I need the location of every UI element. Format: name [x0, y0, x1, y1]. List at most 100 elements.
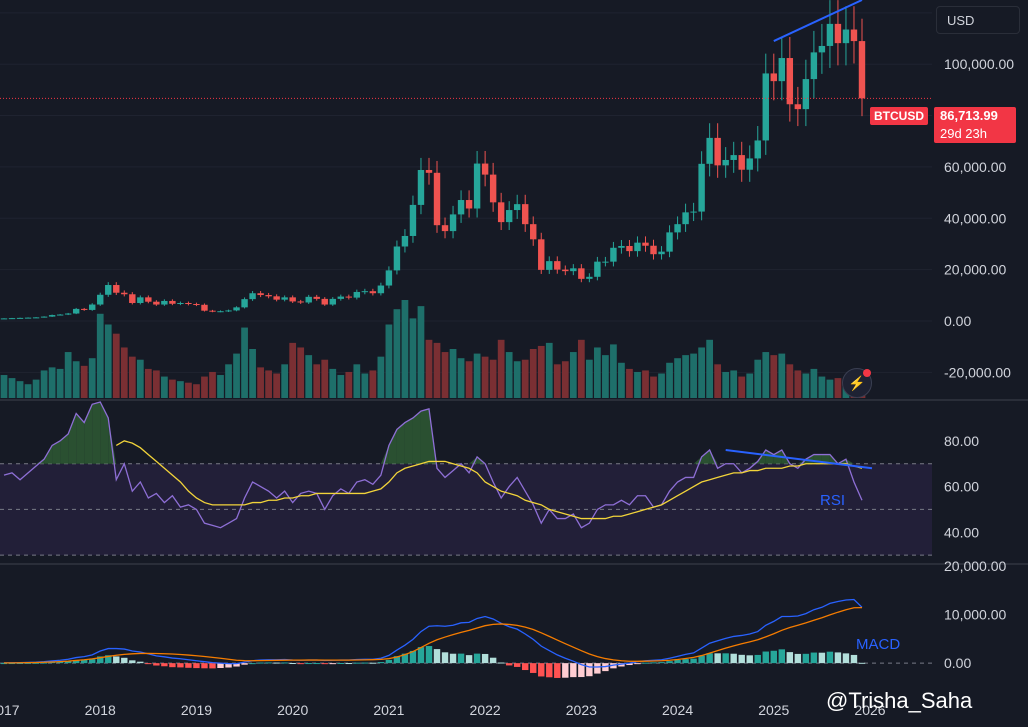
volume-bar	[634, 371, 641, 398]
volume-bar	[746, 373, 754, 398]
macd-histogram-bar	[0, 663, 8, 665]
macd-histogram-bar	[137, 661, 144, 664]
macd-histogram-bar	[217, 663, 224, 668]
volume-bar	[513, 361, 521, 398]
macd-histogram-bar	[169, 663, 176, 668]
macd-histogram-bar	[586, 663, 593, 677]
candle-body	[842, 29, 850, 44]
macd-histogram-bar	[201, 663, 208, 669]
candle-body	[505, 210, 513, 223]
volume-bar	[545, 342, 553, 398]
macd-histogram-bar	[618, 663, 625, 667]
lightning-bolt-icon[interactable]: ⚡	[842, 368, 872, 398]
volume-bar	[457, 358, 465, 398]
macd-histogram-bar	[770, 650, 777, 664]
rsi-overbought-fill	[396, 422, 405, 464]
volume-bar	[810, 368, 818, 398]
macd-histogram-bar	[249, 663, 256, 665]
macd-histogram-bar	[505, 663, 513, 666]
time-axis-label: 2019	[181, 702, 212, 718]
volume-bar	[337, 375, 345, 398]
macd-histogram-bar	[16, 662, 24, 664]
candle-body	[337, 296, 344, 299]
candle-body	[64, 313, 72, 315]
volume-bar	[377, 356, 385, 398]
macd-histogram-bar	[177, 663, 184, 668]
macd-histogram-bar	[578, 663, 585, 678]
candle-body	[602, 261, 609, 263]
symbol-price-label: BTCUSD	[870, 107, 928, 125]
volume-bar	[393, 309, 401, 398]
price-axis-label: -20,000.00	[944, 364, 1011, 380]
candle-body	[153, 301, 160, 305]
macd-histogram-bar	[241, 663, 248, 665]
macd-histogram-bar	[570, 663, 577, 678]
volume-bar	[786, 364, 794, 398]
candle-body	[538, 239, 545, 270]
volume-bar	[762, 352, 770, 398]
volume-bar	[722, 371, 730, 398]
rsi-overbought-fill	[797, 459, 806, 464]
volume-bar	[8, 378, 16, 398]
time-axis-label: 2018	[85, 702, 116, 718]
candle-body	[56, 314, 64, 316]
macd-histogram-bar	[281, 662, 288, 664]
macd-histogram-bar	[642, 662, 649, 664]
currency-selector[interactable]: USD	[936, 6, 1020, 34]
volume-bar	[193, 384, 200, 398]
volume-bar	[241, 327, 248, 398]
volume-bar	[112, 333, 120, 398]
volume-bar	[449, 349, 457, 398]
macd-histogram-bar	[762, 651, 769, 664]
time-axis-label: 2026	[854, 702, 885, 718]
volume-bar	[120, 347, 128, 398]
volume-bar	[642, 370, 649, 398]
macd-histogram-bar	[826, 651, 834, 664]
candle-body	[642, 242, 649, 246]
macd-histogram-bar	[297, 663, 304, 665]
macd-histogram-bar	[842, 653, 850, 664]
macd-histogram-bar	[481, 653, 489, 664]
candle-body	[16, 317, 24, 319]
candle-body	[858, 41, 866, 99]
rsi-overbought-fill	[404, 418, 413, 464]
candle-body	[313, 296, 320, 299]
macd-histogram-bar	[361, 662, 369, 664]
volume-bar	[553, 364, 561, 398]
candle-body	[305, 296, 312, 303]
rsi-pane-label[interactable]: RSI	[820, 492, 846, 509]
volume-bar	[826, 379, 834, 398]
candle-body	[738, 155, 745, 170]
volume-bar	[425, 339, 433, 398]
volume-bar	[521, 359, 529, 398]
volume-bar	[417, 306, 425, 398]
volume-bar	[585, 359, 593, 398]
price-axis-label: 100,000.00	[944, 56, 1014, 72]
candle-body	[105, 285, 112, 295]
candle-body	[754, 140, 761, 159]
macd-histogram-bar	[818, 652, 826, 664]
time-axis-label: 2022	[470, 702, 501, 718]
macd-histogram-bar	[209, 663, 216, 669]
candle-body	[161, 300, 168, 305]
macd-histogram-bar	[810, 652, 818, 664]
candle-body	[425, 169, 433, 173]
candle-body	[497, 202, 505, 223]
candle-body	[297, 301, 304, 303]
rsi-overbought-fill	[52, 440, 61, 464]
volume-bar	[40, 370, 48, 398]
macd-histogram-bar	[433, 649, 441, 664]
volume-bar	[706, 339, 714, 398]
volume-bar	[80, 365, 88, 398]
macd-histogram-bar	[273, 662, 280, 664]
volume-bar	[0, 375, 8, 398]
macd-histogram-bar	[8, 663, 16, 665]
macd-histogram-bar	[730, 653, 737, 664]
macd-histogram-bar	[113, 656, 120, 664]
volume-bar	[537, 345, 545, 398]
macd-pane-label[interactable]: MACD	[856, 636, 901, 653]
candle-body	[48, 315, 56, 317]
volume-bar	[369, 370, 377, 398]
volume-bar	[770, 355, 778, 398]
